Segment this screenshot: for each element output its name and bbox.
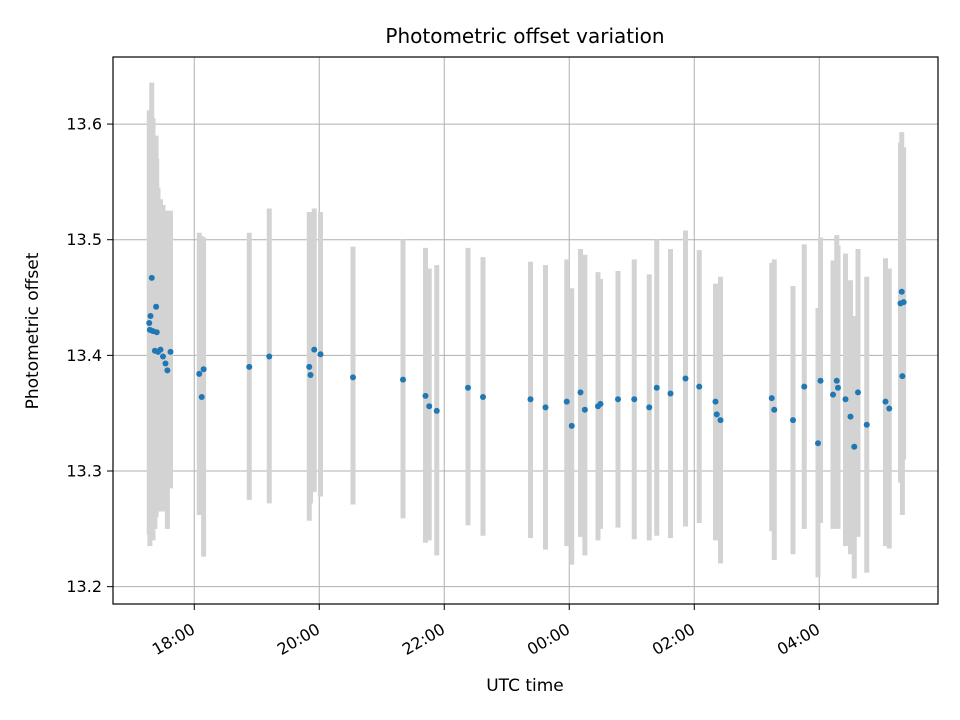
data-point	[900, 299, 907, 306]
data-point	[317, 351, 324, 358]
data-point	[817, 377, 824, 384]
chart-title: Photometric offset variation	[385, 24, 664, 48]
y-tick-label: 13.5	[66, 230, 102, 249]
data-point	[146, 319, 153, 326]
data-point	[682, 375, 689, 382]
data-point	[768, 395, 775, 402]
y-tick-label: 13.6	[66, 115, 102, 134]
data-point	[306, 363, 313, 370]
y-tick-label: 13.2	[66, 577, 102, 596]
y-tick-label: 13.4	[66, 346, 102, 365]
y-tick-label: 13.3	[66, 462, 102, 481]
data-point	[847, 413, 854, 420]
plot-frame	[112, 56, 939, 605]
data-point	[717, 417, 724, 424]
data-point	[713, 411, 720, 418]
data-point	[833, 377, 840, 384]
data-point	[863, 421, 870, 428]
data-point	[653, 384, 660, 391]
data-point	[835, 384, 841, 391]
data-point	[153, 329, 160, 336]
data-point	[563, 398, 570, 405]
data-point	[815, 440, 821, 447]
data-point	[882, 398, 889, 405]
data-point	[148, 274, 155, 281]
data-point	[164, 367, 171, 374]
data-point	[696, 383, 703, 390]
data-point	[266, 353, 273, 360]
data-point	[615, 396, 621, 403]
y-axis: 13.2 13.3 13.4 13.5 13.6	[66, 115, 113, 596]
data-point	[855, 389, 861, 396]
plot-background	[113, 57, 938, 604]
x-axis-label: UTC time	[486, 676, 564, 696]
data-point	[426, 403, 433, 410]
data-point	[577, 389, 584, 396]
data-point	[400, 376, 406, 383]
data-point	[851, 443, 858, 450]
data-point	[162, 360, 169, 367]
data-point	[527, 396, 534, 403]
data-point	[667, 390, 674, 397]
data-point	[167, 348, 174, 355]
data-point	[842, 396, 849, 403]
data-point	[433, 407, 440, 414]
data-point	[246, 363, 253, 370]
data-point	[898, 288, 905, 295]
data-point	[886, 405, 893, 412]
data-point	[542, 404, 549, 411]
data-point	[899, 373, 906, 380]
data-point	[153, 303, 160, 310]
data-point	[311, 346, 318, 353]
data-point	[830, 391, 836, 398]
data-point	[801, 383, 808, 390]
data-point	[160, 353, 166, 360]
data-point	[465, 384, 471, 391]
data-point	[422, 392, 429, 399]
plot-area	[112, 56, 939, 605]
data-points	[146, 274, 907, 450]
data-point	[646, 404, 653, 411]
data-point	[196, 370, 203, 377]
data-point	[581, 406, 588, 413]
data-point	[631, 396, 638, 403]
data-point	[712, 398, 719, 405]
data-point	[480, 393, 486, 400]
data-point	[147, 313, 154, 320]
data-point	[157, 346, 164, 353]
data-point	[790, 417, 796, 424]
data-point	[198, 393, 205, 400]
data-point	[200, 366, 207, 373]
data-point	[771, 406, 778, 413]
data-point	[307, 372, 314, 379]
data-point	[350, 374, 356, 381]
y-axis-label: Photometric offset	[23, 252, 43, 409]
data-point	[597, 400, 604, 407]
data-point	[568, 422, 575, 429]
